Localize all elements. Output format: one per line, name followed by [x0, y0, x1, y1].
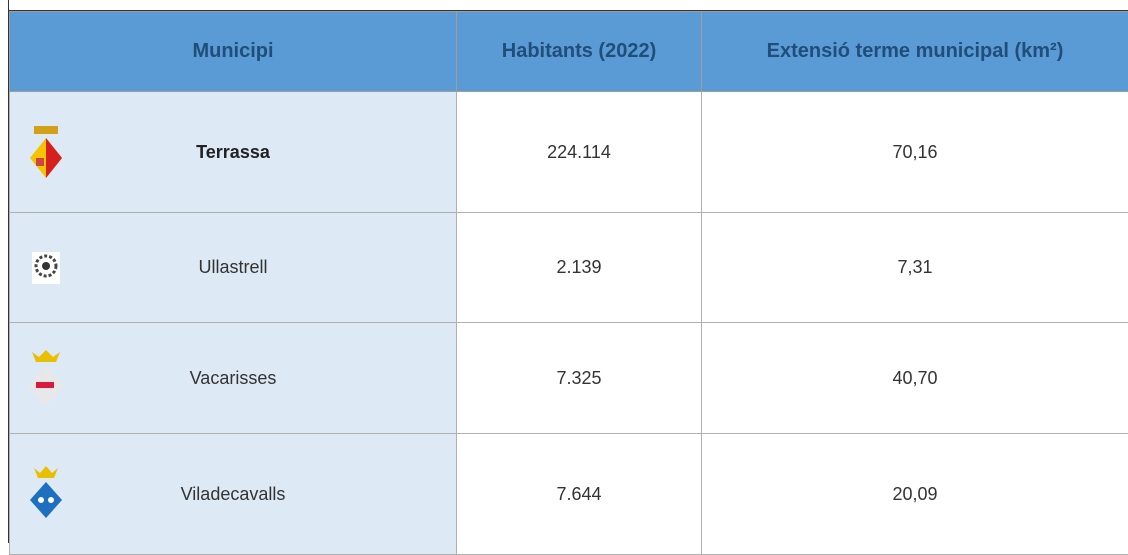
cell: Ullastrell: [10, 213, 457, 323]
coat-of-arms: [26, 248, 66, 288]
row: Ullastrell 2.139 7,31: [10, 213, 1128, 323]
header-row: Municipi Habitants (2022) Extensió terme…: [10, 12, 1128, 92]
cell: 20,09: [702, 434, 1128, 555]
municipality: Viladecavalls: [181, 484, 286, 504]
cell: 40,70: [702, 323, 1128, 434]
cell: 7,31: [702, 213, 1128, 323]
cell: 7.325: [457, 323, 702, 434]
municipality: Ullastrell: [198, 257, 267, 277]
coat-of-arms: [26, 122, 66, 182]
coat-of-arms: [26, 348, 66, 408]
table: Municipi Habitants (2022) Extensió terme…: [9, 11, 1128, 555]
caption-strip: [9, 0, 1128, 11]
cell: 7.644: [457, 434, 702, 555]
cell: 224.114: [457, 92, 702, 213]
row: Terrassa 224.114 70,16: [10, 92, 1128, 213]
header-cell: Habitants (2022): [457, 12, 702, 92]
row: Vacarisses 7.325 40,70: [10, 323, 1128, 434]
coat-of-arms: [26, 464, 66, 524]
cell: Terrassa: [10, 92, 457, 213]
cell: Viladecavalls: [10, 434, 457, 555]
table-frame: Municipi Habitants (2022) Extensió terme…: [8, 0, 1128, 543]
cell: 70,16: [702, 92, 1128, 213]
row: Viladecavalls 7.644 20,09: [10, 434, 1128, 555]
header-cell: Municipi: [10, 12, 457, 92]
municipality: Vacarisses: [190, 368, 277, 388]
municipality: Terrassa: [196, 142, 270, 162]
cell: 2.139: [457, 213, 702, 323]
page: Municipi Habitants (2022) Extensió terme…: [0, 0, 1128, 543]
cell: Vacarisses: [10, 323, 457, 434]
header-cell: Extensió terme municipal (km²): [702, 12, 1128, 92]
